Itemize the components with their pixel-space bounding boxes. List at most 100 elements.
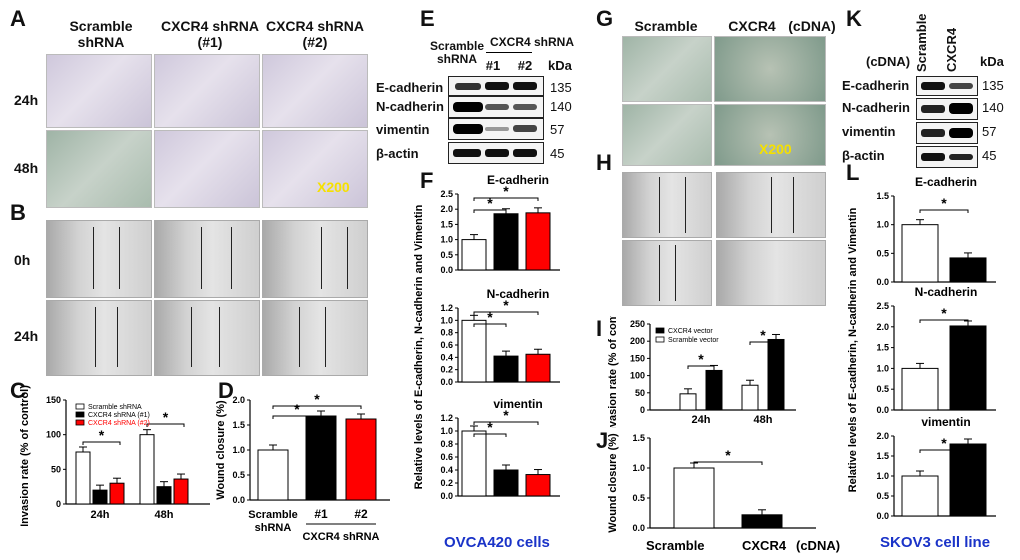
chart-i-bar-0-1 — [705, 369, 723, 411]
chart-f-0-bracket-2 — [473, 197, 539, 201]
chart-d-bar-2 — [345, 418, 377, 501]
chart-f-ylabel: Relative levels of E-cadherin, N-cadheri… — [413, 204, 425, 489]
chart-i: Invasion rate (% of control) 0 50 100 150 200… — [607, 316, 796, 428]
chart-d-ytick-label-3: 1.5 — [232, 420, 245, 430]
chart-d-xtick-2: #2 — [354, 507, 368, 521]
chart-c-bar-0-0 — [75, 451, 91, 505]
chart-j-bracket-1-star: * — [725, 447, 731, 463]
chart-i-bar-1-0 — [741, 384, 759, 411]
chart-f-1-ytick-label-5: 1.0 — [440, 315, 453, 325]
chart-d-group-label: CXCR4 shRNA — [302, 531, 379, 543]
micrograph-g-cxcr4-24h — [714, 36, 826, 102]
chart-f-0-bracket-1 — [473, 209, 507, 213]
blot-e-vim — [448, 118, 544, 140]
panel-e-kda: kDa — [548, 58, 572, 73]
chart-d-ytick-label-0: 0.0 — [232, 495, 245, 505]
chart-f-0-ytick-label-1: 0.5 — [440, 250, 453, 260]
chart-l-1-bracket-1 — [919, 319, 969, 323]
wound-g-cxcr4-24h — [716, 240, 826, 306]
chart-l-title-1: N-cadherin — [915, 285, 978, 299]
panel-label-h: H — [596, 150, 612, 175]
wound-g-cxcr4-0h — [716, 172, 826, 238]
chart-c: Invasion rate (% of control) 0 50 100 150 24h… — [19, 385, 210, 526]
chart-c-ytick-label-2: 100 — [46, 430, 61, 440]
chart-f-1-bracket-1 — [473, 323, 507, 327]
panel-g-col-cxcr4: CXCR4 — [728, 18, 776, 34]
micrograph-g-cxcr4-48h: X200 — [714, 104, 826, 166]
chart-f-0-ytick-label-5: 2.5 — [440, 189, 453, 199]
chart-i-xtick-1: 48h — [754, 414, 773, 426]
micrograph-scramble-24h — [46, 54, 152, 128]
chart-d-bar-1 — [305, 415, 337, 501]
chart-c-bar-1-1 — [156, 486, 172, 505]
panel-e-scramble-header: Scramble shRNA — [429, 39, 485, 66]
chart-l-2-bar-1 — [949, 443, 987, 517]
panel-label-f: F — [420, 168, 434, 193]
chart-d-ylabel: Wound closure (%) — [215, 400, 227, 500]
chart-l-0-ytick-label-3: 1.5 — [876, 191, 889, 201]
chart-f-1-ytick-label-6: 1.2 — [440, 303, 453, 313]
chart-f-1-ytick-label-0: 0.0 — [440, 377, 453, 387]
chart-c-bar-0-2 — [109, 482, 125, 505]
chart-f-2-bracket-1-star: * — [487, 419, 493, 435]
chart-i-ytick-label-0: 0 — [640, 405, 645, 415]
panel-label-a: A — [10, 6, 26, 31]
chart-c-ylabel: Invasion rate (% of control) — [19, 385, 31, 526]
chart-j-xtick-0: Scramble — [646, 538, 705, 553]
chart-j-xtick-1: CXCR4 — [742, 538, 787, 553]
chart-f-2-ytick-label-2: 0.4 — [440, 465, 453, 475]
chart-f-2-bar-2 — [525, 474, 551, 497]
chart-i-ytick-label-2: 100 — [630, 371, 645, 381]
blot-e-ncad — [448, 96, 544, 118]
panel-k-col-scramble-wrap: Scramble — [914, 10, 938, 72]
panel-e-group-line — [486, 52, 532, 53]
chart-l-1-ytick-label-1: 0.5 — [876, 384, 889, 394]
chart-f-2-ytick-label-3: 0.6 — [440, 452, 453, 462]
chart-c-bracket-1 — [82, 441, 121, 445]
chart-d-bracket-1-star: * — [294, 401, 300, 417]
panel-label-l: L — [846, 160, 860, 185]
chart-l-1-ytick-label-0: 0.0 — [876, 405, 889, 415]
chart-l-0-bracket-1 — [919, 209, 969, 213]
chart-i-ylabel: Invasion rate (% of control) — [607, 316, 619, 428]
micrograph-shrna1-24h — [154, 54, 260, 128]
panel-k-kda-vim: 57 — [982, 124, 997, 139]
chart-d-xtick-0a: Scramble — [248, 509, 298, 521]
chart-l-title-2: vimentin — [921, 415, 970, 429]
chart-f-0-bar-0 — [461, 239, 487, 271]
chart-i-bar-0-0 — [679, 393, 697, 411]
chart-d-xtick-1: #1 — [314, 507, 328, 521]
chart-j-ytick-label-3: 1.5 — [632, 433, 645, 443]
chart-f-0-bracket-1-star: * — [487, 195, 493, 211]
magnification-label: X200 — [317, 179, 350, 195]
chart-f-2-bracket-1 — [473, 433, 507, 437]
wound-shrna1-24h — [154, 300, 260, 376]
footer-skov3: SKOV3 cell line — [880, 534, 991, 551]
chart-f-2-ytick-label-5: 1.0 — [440, 426, 453, 436]
chart-f-0-bracket-2-star: * — [503, 183, 509, 199]
chart-f-0-bar-1 — [493, 213, 519, 271]
chart-c-xtick-1: 48h — [155, 509, 174, 521]
panel-b-row-0h: 0h — [14, 252, 31, 268]
chart-c-legend-label-1: CXCR4 shRNA (#1) — [88, 412, 150, 419]
panel-e-kda-actin: 45 — [550, 146, 565, 161]
panel-e-kda-vim: 57 — [550, 122, 565, 137]
chart-l-title-0: E-cadherin — [915, 175, 977, 189]
panel-e-group-header: CXCR4 shRNA — [489, 35, 574, 49]
chart-l: Relative levels of E-cadherin, N-cadheri… — [847, 175, 996, 521]
chart-f: Relative levels of E-cadherin, N-cadheri… — [413, 173, 560, 501]
chart-f-2-ytick-label-0: 0.0 — [440, 491, 453, 501]
chart-i-ytick-label-5: 250 — [630, 319, 645, 329]
chart-d-ytick-label-2: 1.0 — [232, 445, 245, 455]
panel-e-band-ecad: E-cadherin — [376, 80, 444, 95]
panel-a-col-scramble: Scramble shRNA — [69, 18, 133, 50]
chart-l-1-bar-0 — [901, 367, 939, 411]
chart-l-1-ytick-label-3: 1.5 — [876, 343, 889, 353]
wound-shrna2-24h — [262, 300, 368, 376]
chart-l-1-ytick-label-5: 2.5 — [876, 301, 889, 311]
chart-d-bracket-2-star: * — [314, 391, 320, 407]
wound-shrna2-0h — [262, 220, 368, 298]
chart-f-title-1: N-cadherin — [487, 287, 550, 301]
chart-l-2-bracket-1 — [919, 449, 969, 453]
panel-a-col-shrna1: CXCR4 shRNA (#1) — [160, 18, 259, 50]
